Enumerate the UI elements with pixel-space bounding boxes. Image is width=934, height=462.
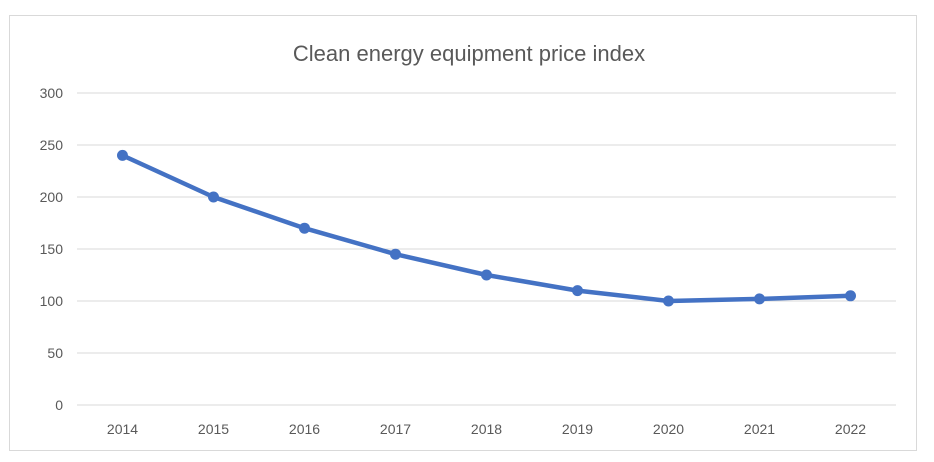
data-point[interactable]	[754, 293, 765, 305]
x-tick-label: 2021	[744, 421, 775, 437]
data-point[interactable]	[117, 149, 128, 161]
x-tick-label: 2020	[653, 421, 684, 437]
data-point[interactable]	[481, 269, 492, 281]
x-tick-label: 2017	[380, 421, 411, 437]
data-point[interactable]	[663, 295, 674, 307]
x-tick-label: 2019	[562, 421, 593, 437]
x-tick-label: 2016	[289, 421, 320, 437]
data-point[interactable]	[390, 248, 401, 260]
y-tick-label: 100	[40, 293, 64, 309]
y-tick-label: 250	[40, 137, 64, 153]
y-tick-label: 50	[47, 345, 63, 361]
series-layer	[117, 149, 856, 307]
y-tick-label: 200	[40, 189, 64, 205]
chart-frame	[9, 15, 917, 451]
y-axis-ticks: 0 50 100 150 200 250 300	[40, 85, 64, 413]
x-tick-label: 2018	[471, 421, 502, 437]
x-axis-ticks: 2014 2015 2016 2017 2018 2019 2020 2021 2022	[107, 421, 866, 437]
x-tick-label: 2014	[107, 421, 138, 437]
x-tick-label: 2022	[835, 421, 866, 437]
y-tick-label: 300	[40, 85, 64, 101]
data-point[interactable]	[299, 222, 310, 234]
gridlines	[77, 92, 896, 406]
data-point[interactable]	[572, 285, 583, 297]
y-tick-label: 0	[55, 397, 63, 413]
data-point[interactable]	[208, 191, 219, 203]
y-tick-label: 150	[40, 241, 64, 257]
x-tick-label: 2015	[198, 421, 229, 437]
data-point[interactable]	[845, 290, 856, 302]
chart-title: Clean energy equipment price index	[293, 41, 645, 66]
